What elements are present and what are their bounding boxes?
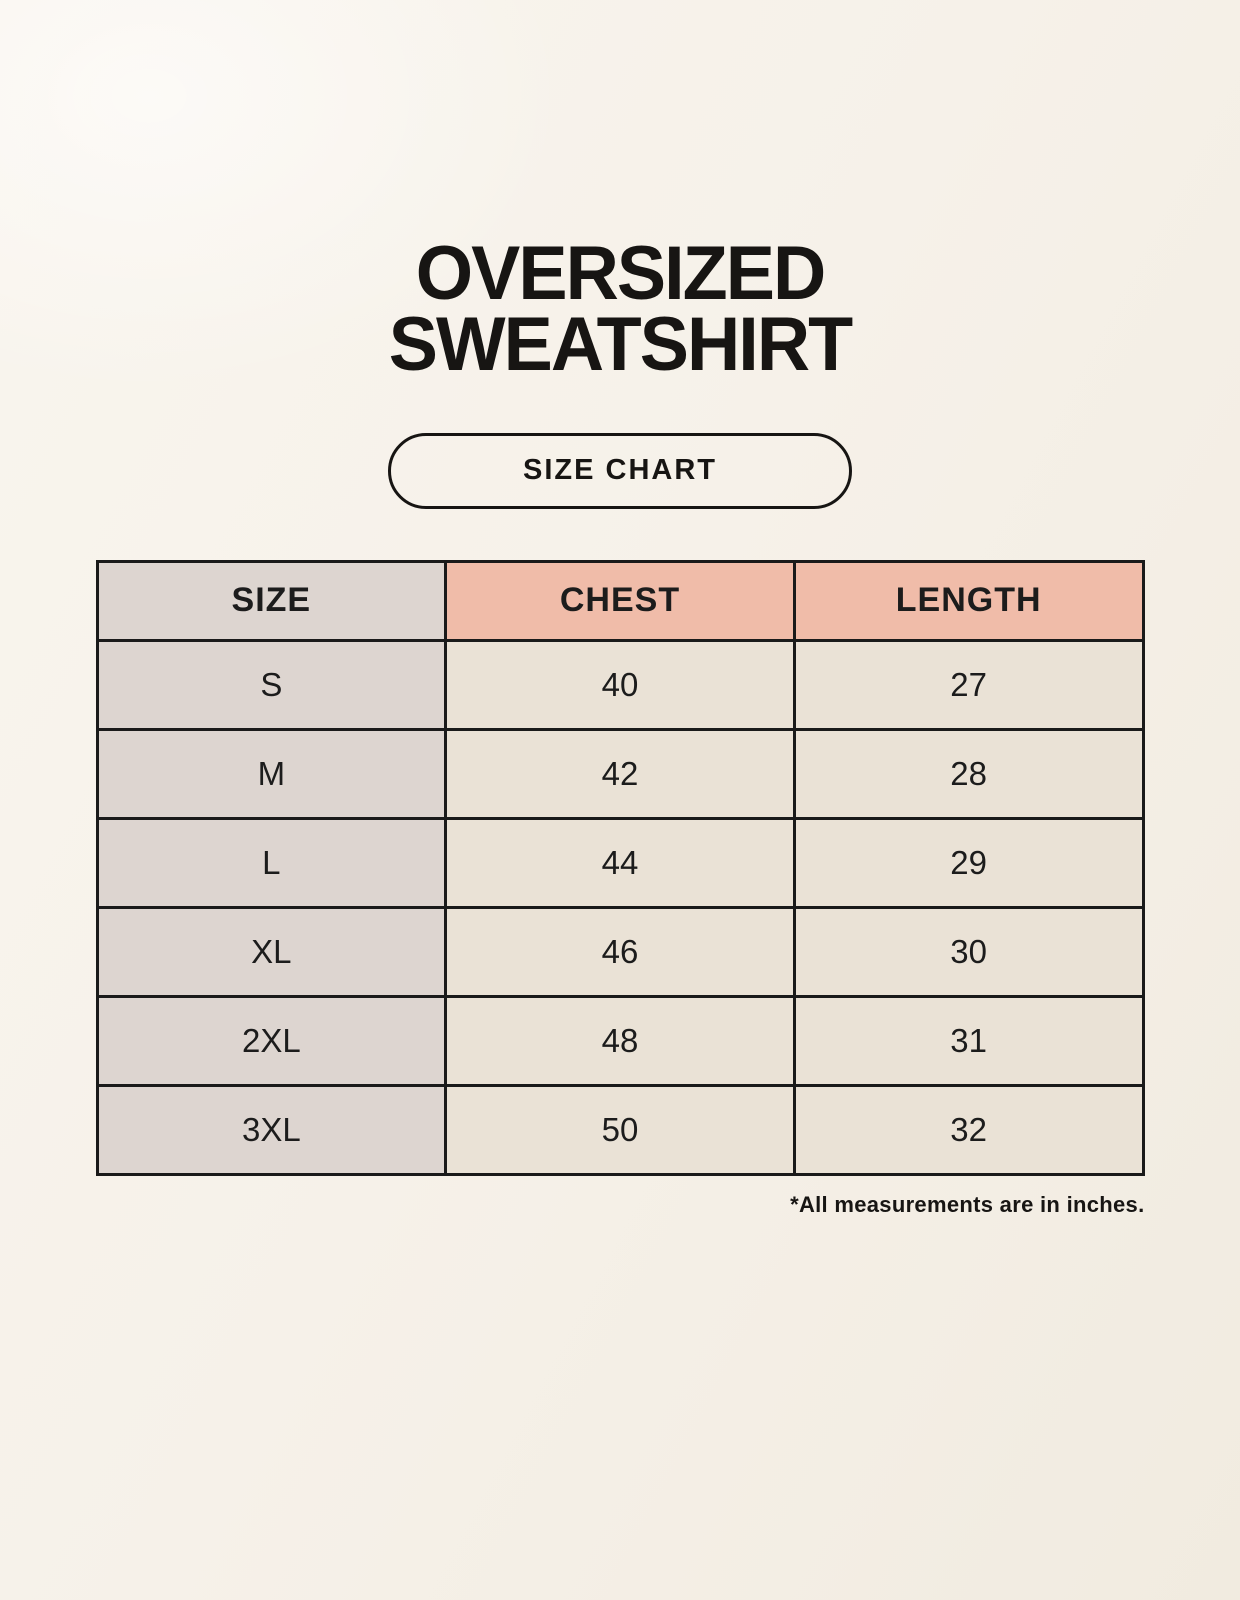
- table-row: 3XL 50 32: [95, 1083, 1145, 1176]
- length-cell: 30: [792, 905, 1145, 998]
- size-cell: 2XL: [95, 994, 448, 1087]
- size-cell: L: [95, 816, 448, 909]
- size-cell: S: [95, 638, 448, 731]
- table-header-row: SIZE CHEST LENGTH: [95, 559, 1145, 642]
- table-row: 2XL 48 31: [95, 994, 1145, 1087]
- table-row: M 42 28: [95, 727, 1145, 820]
- product-title: OVERSIZED SWEATSHIRT: [19, 231, 1222, 388]
- size-chart-badge-label: SIZE CHART: [523, 454, 717, 487]
- size-table: SIZE CHEST LENGTH S 40 27 M 42 28 L: [95, 559, 1145, 1176]
- size-cell: M: [95, 727, 448, 820]
- chest-cell: 48: [444, 994, 796, 1087]
- column-header-size: SIZE: [95, 559, 448, 642]
- length-cell: 27: [792, 638, 1145, 731]
- size-table-container: SIZE CHEST LENGTH S 40 27 M 42 28 L: [95, 559, 1145, 1176]
- size-cell: XL: [95, 905, 448, 998]
- chest-cell: 50: [444, 1083, 796, 1176]
- measurement-footnote: *All measurements are in inches.: [790, 1191, 1145, 1217]
- chest-cell: 40: [444, 638, 796, 731]
- product-title-line-2: SWEATSHIRT: [388, 302, 853, 388]
- column-header-length: LENGTH: [792, 559, 1145, 642]
- chest-cell: 44: [444, 816, 796, 909]
- column-header-chest: CHEST: [444, 559, 796, 642]
- chest-cell: 42: [444, 727, 796, 820]
- length-cell: 29: [792, 816, 1145, 909]
- size-chart-badge-container: SIZE CHART: [0, 432, 1240, 509]
- size-chart-badge[interactable]: SIZE CHART: [388, 432, 852, 509]
- length-cell: 32: [792, 1083, 1145, 1176]
- length-cell: 28: [792, 727, 1145, 820]
- product-title-line-1: OVERSIZED: [415, 231, 827, 316]
- table-row: L 44 29: [95, 816, 1145, 909]
- size-cell: 3XL: [95, 1083, 448, 1176]
- table-row: XL 46 30: [95, 905, 1145, 998]
- chest-cell: 46: [444, 905, 796, 998]
- table-row: S 40 27: [95, 638, 1145, 731]
- length-cell: 31: [792, 994, 1145, 1087]
